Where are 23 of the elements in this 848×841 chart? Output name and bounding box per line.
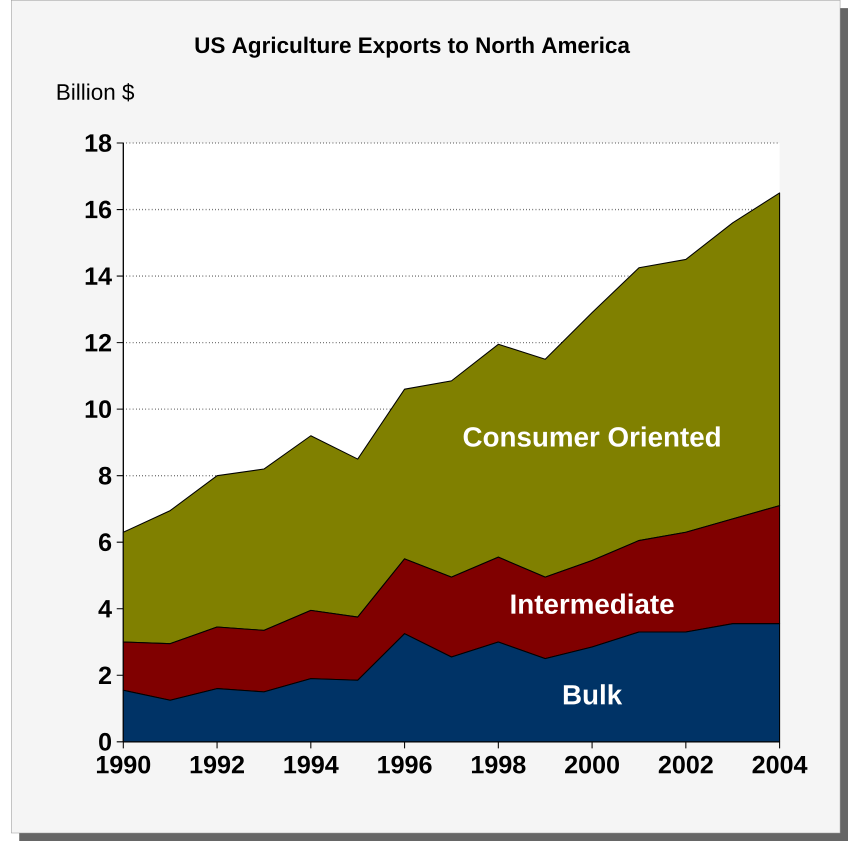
y-tick-label: 6 — [99, 533, 112, 552]
y-tick-label: 16 — [86, 200, 112, 218]
chart-title: US Agriculture Exports to North America — [196, 36, 630, 58]
y-tick-label: 4 — [98, 600, 112, 618]
x-tick-label: 1994 — [284, 756, 339, 774]
y-tick-label: 2 — [98, 666, 112, 684]
x-tick-label: 2000 — [565, 756, 619, 774]
y-tick-label: 10 — [86, 400, 112, 418]
y-tick-label: 12 — [86, 334, 112, 352]
series-label: Intermediate — [511, 594, 674, 614]
x-tick-label: 1998 — [472, 756, 526, 774]
y-tick-label: 8 — [98, 466, 112, 485]
y-tick-label: 0 — [99, 732, 112, 751]
y-tick-label: 18 — [86, 134, 112, 152]
series-label: Bulk — [564, 684, 622, 705]
x-tick-label: 1996 — [378, 756, 432, 774]
y-axis-title: Billion $ — [58, 83, 134, 102]
y-tick-label: 14 — [86, 267, 112, 285]
x-tick-label: 1990 — [96, 756, 150, 774]
series-label: Consumer Oriented — [464, 426, 720, 447]
x-tick-label: 2004 — [752, 756, 808, 774]
x-tick-label: 2002 — [658, 756, 713, 774]
x-tick-label: 1992 — [190, 756, 244, 774]
